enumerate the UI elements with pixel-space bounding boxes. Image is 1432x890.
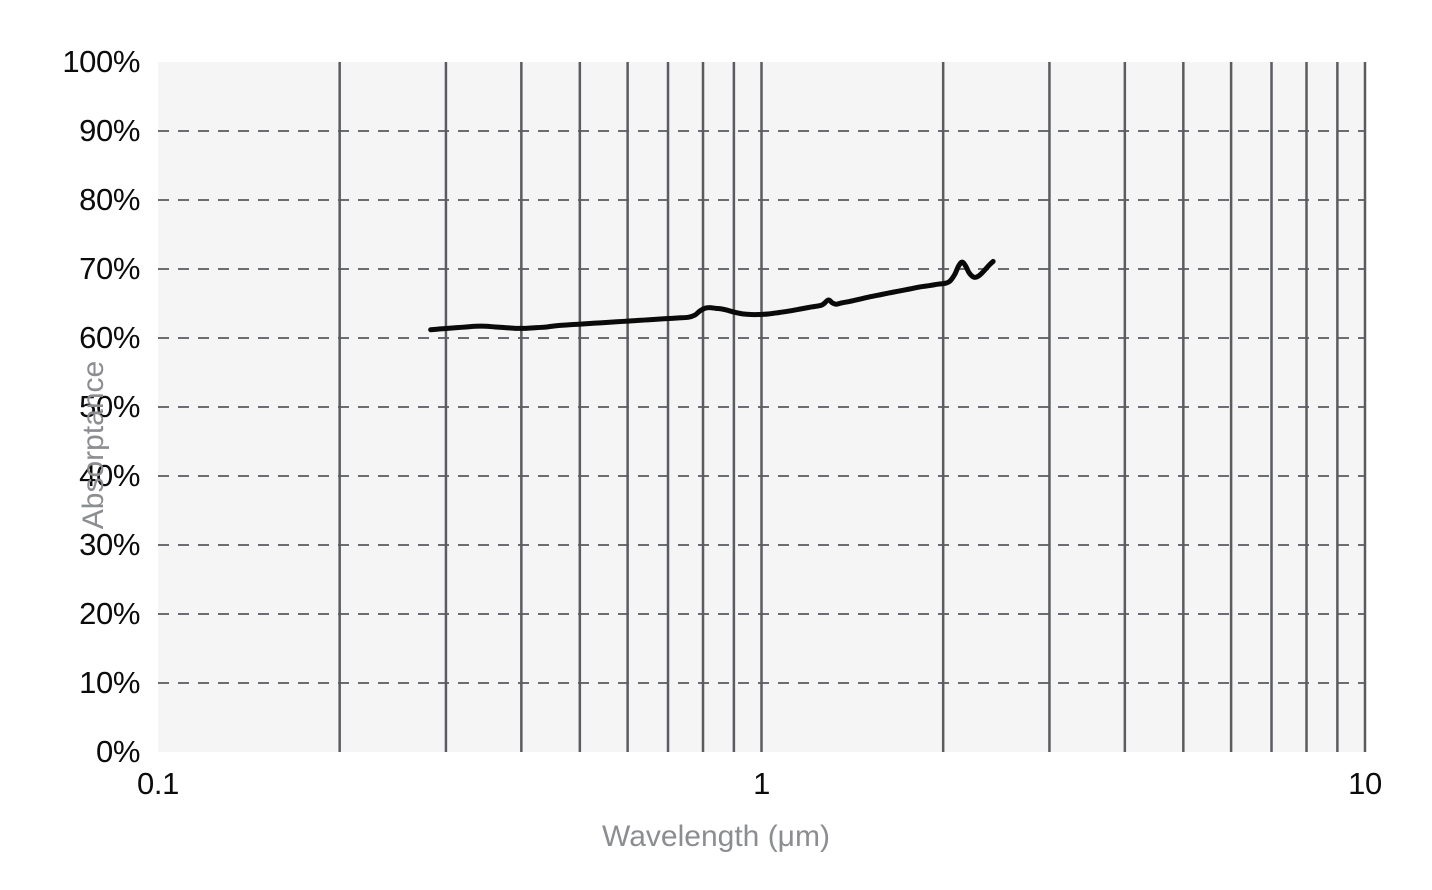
y-axis-tick-label: 20% <box>79 596 140 631</box>
y-axis-title: Absorptance <box>77 360 111 530</box>
y-axis-tick-label: 60% <box>79 320 140 355</box>
y-axis-tick-label: 50% <box>79 389 140 424</box>
y-axis-tick-label: 0% <box>95 734 140 769</box>
y-axis-tick-label: 30% <box>79 527 140 562</box>
x-axis-title: Wavelength (μm) <box>602 820 830 853</box>
y-axis-tick-label: 90% <box>79 113 140 148</box>
y-axis-tick-label: 40% <box>79 458 140 493</box>
x-axis-tick-label: 10 <box>1348 766 1382 801</box>
y-axis-tick-label: 100% <box>62 44 140 79</box>
x-axis-tick-label: 1 <box>753 766 770 801</box>
vertical-gridlines <box>338 62 1367 752</box>
y-axis-tick-label: 10% <box>79 665 140 700</box>
y-axis-tick-label: 70% <box>79 251 140 286</box>
x-axis-tick-label: 0.1 <box>137 766 179 801</box>
absorptance-curve <box>428 258 996 333</box>
y-axis-tick-label: 80% <box>79 182 140 217</box>
